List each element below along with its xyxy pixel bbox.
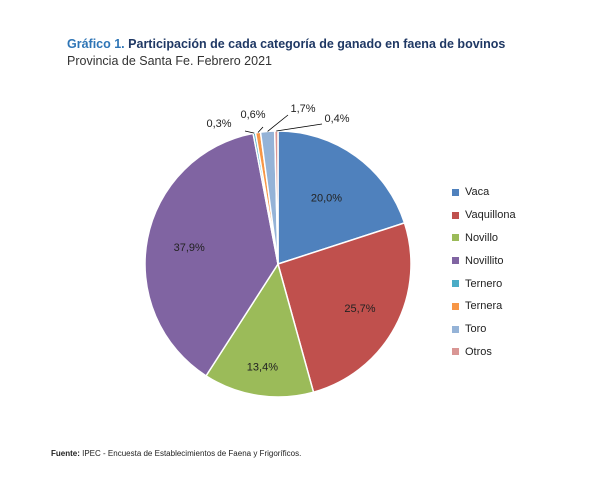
pie-slice-vaquillona — [277, 221, 412, 394]
legend-swatch — [452, 348, 459, 356]
chart-title-prefix: Gráfico 1. — [67, 37, 125, 51]
legend-swatch — [452, 325, 459, 333]
data-label-otros: 0,4% — [324, 113, 349, 125]
chart-legend: Vaca Vaquillona Novillo Novillito Ternero Ter… — [452, 181, 516, 363]
chart-subtitle: Provincia de Santa Fe. Febrero 2021 — [67, 54, 272, 68]
data-label-ternero: 0,3% — [206, 118, 231, 130]
source-footer: Fuente: IPEC - Encuesta de Establecimien… — [51, 449, 301, 458]
legend-label: Novillo — [465, 231, 499, 244]
legend-swatch — [452, 234, 459, 242]
legend-label: Ternera — [465, 300, 503, 313]
data-label-ternera: 0,6% — [240, 109, 265, 121]
legend-label: Otros — [465, 345, 492, 358]
source-label: Fuente: — [51, 449, 80, 458]
legend-swatch — [452, 257, 459, 265]
legend-item-otros: Otros — [452, 341, 516, 364]
legend-item-vaca: Vaca — [452, 181, 516, 204]
pie-slice-vaca — [277, 130, 406, 266]
legend-label: Novillito — [465, 254, 504, 267]
legend-swatch — [452, 280, 459, 288]
leader-line-ternera — [257, 126, 264, 133]
chart-title-text: Participación de cada categoría de ganad… — [128, 37, 506, 51]
data-label-vaquillona: 25,7% — [344, 303, 375, 315]
source-text: IPEC - Encuesta de Establecimientos de F… — [82, 449, 302, 458]
data-label-toro: 1,7% — [290, 103, 315, 115]
legend-item-ternero: Ternero — [452, 272, 516, 295]
leader-line-toro — [267, 114, 289, 132]
data-label-novillo: 13,4% — [247, 362, 278, 374]
leader-line-otros — [276, 123, 323, 132]
legend-swatch — [452, 188, 459, 196]
legend-swatch — [452, 302, 459, 310]
chart-title: Gráfico 1. Participación de cada categor… — [67, 37, 505, 51]
data-label-novillito: 37,9% — [174, 242, 205, 254]
pie-slice-novillo — [204, 262, 315, 398]
legend-item-ternera: Ternera — [452, 295, 516, 318]
legend-label: Ternero — [465, 277, 503, 290]
legend-item-novillo: Novillo — [452, 227, 516, 250]
legend-item-toro: Toro — [452, 318, 516, 341]
pie-slice-novillito — [144, 132, 279, 377]
legend-item-novillito: Novillito — [452, 249, 516, 272]
legend-label: Toro — [465, 323, 487, 336]
leader-line-ternero — [244, 130, 255, 134]
legend-label: Vaca — [465, 186, 490, 199]
legend-item-vaquillona: Vaquillona — [452, 204, 516, 227]
data-label-vaca: 20,0% — [311, 192, 342, 204]
legend-swatch — [452, 211, 459, 219]
legend-label: Vaquillona — [465, 209, 516, 222]
